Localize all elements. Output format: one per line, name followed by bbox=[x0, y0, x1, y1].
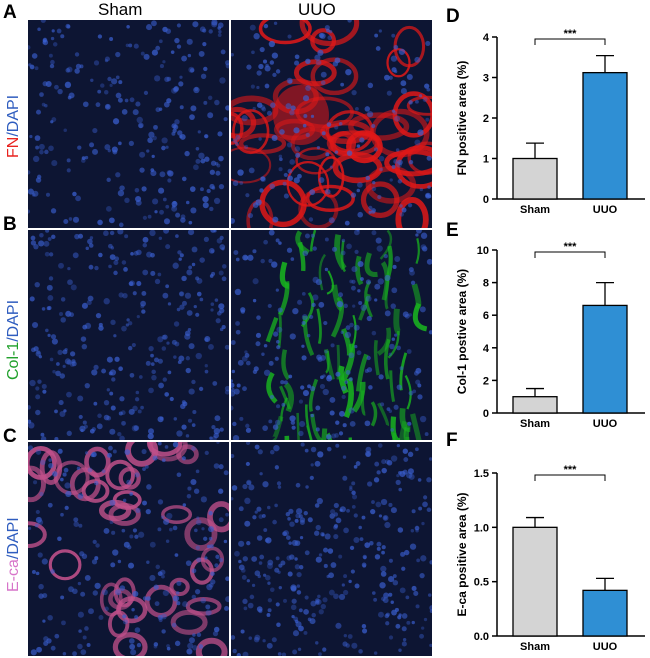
panel-letter-e: E bbox=[446, 220, 459, 241]
x-tick-label: UUO bbox=[593, 641, 618, 653]
significance-bracket bbox=[534, 38, 606, 45]
x-tick-label: UUO bbox=[593, 418, 618, 430]
panel-letter-d: D bbox=[446, 6, 460, 27]
y-tick-label: 6 bbox=[483, 310, 489, 322]
bar-uuo bbox=[582, 304, 628, 414]
column-heading-uuo: UUO bbox=[298, 0, 336, 19]
chart-e: 0 2 4 6 8 10 Sham UUO *** Col-1 postive area (%) bbox=[455, 241, 645, 430]
y-tick-label: 1.0 bbox=[474, 522, 489, 534]
significance-label: *** bbox=[564, 241, 578, 253]
y-tick-label: 8 bbox=[483, 278, 489, 290]
micrograph-sham-eca bbox=[28, 442, 229, 656]
bar-uuo bbox=[582, 589, 628, 637]
y-tick-label: 0.0 bbox=[474, 631, 489, 643]
chart-d: 0 1 2 3 4 Sham UUO *** FN positive area (%) bbox=[455, 28, 645, 216]
y-tick-label: 10 bbox=[477, 245, 489, 257]
micrograph-uuo-col1 bbox=[231, 230, 432, 440]
y-tick-label: 2 bbox=[483, 375, 489, 387]
y-axis-label: E-ca positive area (%) bbox=[455, 492, 469, 616]
significance-label: *** bbox=[564, 28, 578, 40]
column-heading-sham: Sham bbox=[98, 0, 143, 19]
y-axis-label: Col-1 postive area (%) bbox=[455, 269, 469, 394]
y-tick-label: 2 bbox=[483, 113, 489, 125]
micrograph-sham-fn bbox=[28, 20, 229, 228]
y-tick-label: 1 bbox=[483, 154, 489, 166]
y-tick-label: 4 bbox=[483, 32, 490, 44]
micrograph-uuo-fn bbox=[231, 20, 432, 228]
x-tick-label: Sham bbox=[520, 641, 550, 653]
panel-letter-a: A bbox=[3, 2, 17, 23]
y-tick-label: 0.5 bbox=[474, 577, 489, 589]
panel-letter-c: C bbox=[3, 426, 17, 447]
bar-uuo bbox=[582, 71, 628, 200]
y-axis-label: FN positive area (%) bbox=[455, 61, 469, 176]
y-tick-label: 0 bbox=[483, 194, 489, 206]
micrograph-sham-col1 bbox=[28, 230, 229, 440]
panel-letter-b: B bbox=[3, 214, 17, 235]
chart-f: 0.0 0.5 1.0 1.5 Sham UUO *** E-ca positive area… bbox=[455, 464, 645, 653]
bar-sham bbox=[512, 396, 558, 414]
y-tick-label: 4 bbox=[483, 343, 490, 355]
x-tick-label: UUO bbox=[593, 204, 618, 216]
x-tick-label: Sham bbox=[520, 204, 550, 216]
bar-sham bbox=[512, 526, 558, 637]
significance-label: *** bbox=[564, 464, 578, 476]
significance-bracket bbox=[534, 251, 606, 258]
bar-sham bbox=[512, 157, 558, 200]
micrograph-uuo-eca bbox=[231, 442, 432, 656]
y-tick-label: 3 bbox=[483, 73, 489, 85]
y-tick-label: 1.5 bbox=[474, 468, 489, 480]
panel-letter-f: F bbox=[446, 430, 458, 451]
y-tick-label: 0 bbox=[483, 408, 489, 420]
x-tick-label: Sham bbox=[520, 418, 550, 430]
significance-bracket bbox=[534, 474, 606, 481]
